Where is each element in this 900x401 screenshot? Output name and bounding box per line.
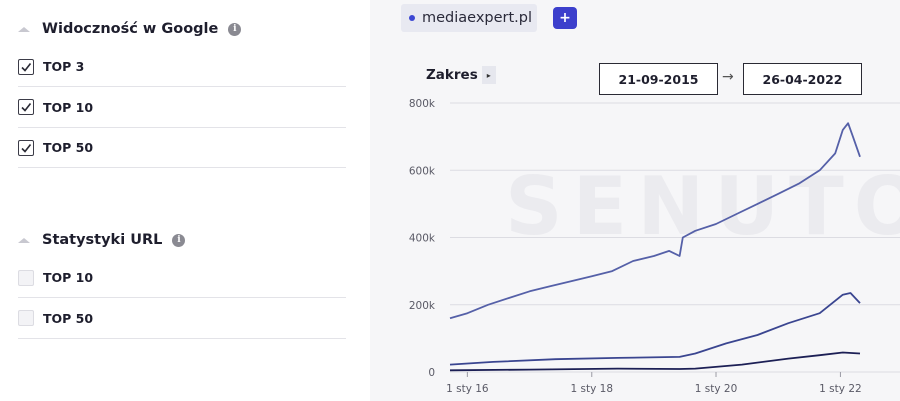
range-dropdown-icon[interactable]: ▸ [481, 66, 496, 84]
x-tick-label: 1 sty 20 [695, 383, 738, 395]
range-label: Zakres [426, 67, 478, 83]
domain-label: mediaexpert.pl [422, 10, 533, 26]
x-tick-label: 1 sty 16 [446, 383, 489, 395]
collapse-caret-icon[interactable] [18, 26, 30, 32]
series-line-top3 [449, 351, 861, 372]
series-dot-icon [409, 15, 415, 21]
info-icon[interactable]: i [172, 233, 186, 247]
y-tick-label: 0 [428, 367, 435, 379]
visibility-line-chart: 0 200k 400k 600k 800k 1 sty 16 1 sty 18 1 sty 2… [409, 98, 900, 395]
checkbox-row[interactable]: TOP 3 [18, 47, 346, 87]
checkbox-checked[interactable] [18, 139, 34, 156]
checkbox-unchecked[interactable] [18, 269, 34, 286]
checkbox-checked[interactable] [18, 58, 34, 75]
collapse-caret-icon[interactable] [18, 237, 30, 243]
checkbox-checked[interactable] [18, 99, 34, 115]
series-line-top50 [449, 122, 861, 320]
checkbox-label: TOP 3 [43, 59, 85, 74]
date-to-field[interactable]: 26-04-2022 [743, 63, 862, 95]
date-from-field[interactable]: 21-09-2015 [599, 63, 718, 95]
filters-panel: Widoczność w Google i TOP 3 TOP 10 TOP 50 … [0, 0, 370, 401]
checkbox-row[interactable]: TOP 50 [18, 128, 346, 168]
range-selector[interactable]: Zakres ▸ [426, 66, 496, 84]
google-visibility-header[interactable]: Widoczność w Google i [18, 18, 242, 40]
checkbox-unchecked[interactable] [18, 310, 34, 326]
x-tick-label: 1 sty 22 [819, 383, 862, 395]
domain-chip[interactable]: mediaexpert.pl [401, 4, 537, 32]
arrow-right-icon: → [722, 69, 734, 85]
checkbox-label: TOP 10 [43, 270, 94, 285]
check-icon [21, 103, 32, 112]
info-icon[interactable]: i [228, 22, 242, 36]
check-icon [21, 62, 32, 72]
checkbox-label: TOP 10 [43, 99, 94, 115]
check-icon [21, 143, 32, 153]
checkbox-row[interactable]: TOP 10 [18, 258, 346, 298]
y-tick-label: 200k [409, 300, 436, 312]
checkbox-label: TOP 50 [43, 310, 94, 326]
url-stats-header[interactable]: Statystyki URL i [18, 229, 186, 251]
series-line-top10 [449, 292, 861, 366]
url-stats-title: Statystyki URL [42, 232, 163, 248]
checkbox-label: TOP 50 [43, 140, 94, 155]
y-tick-label: 800k [409, 98, 436, 110]
google-visibility-title: Widoczność w Google [42, 21, 219, 37]
add-domain-button[interactable]: + [553, 7, 577, 29]
checkbox-row[interactable]: TOP 50 [18, 299, 346, 339]
y-tick-label: 600k [409, 165, 436, 177]
x-tick-label: 1 sty 18 [571, 383, 614, 395]
checkbox-row[interactable]: TOP 10 [18, 88, 346, 128]
y-tick-label: 400k [409, 233, 436, 245]
